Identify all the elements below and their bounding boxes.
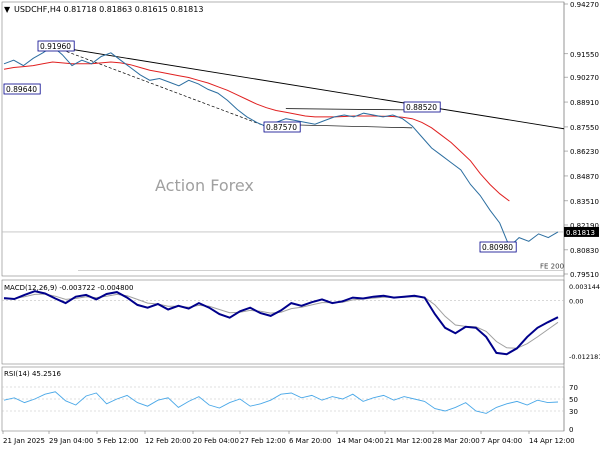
price-annotation-label: 0.88520	[406, 103, 437, 112]
price-y-tick-label: 0.79510	[570, 271, 599, 279]
current-price-label: 0.81813	[566, 229, 595, 237]
macd-y-tick-label: -0.012181	[569, 353, 600, 361]
macd-line	[3, 290, 559, 356]
x-tick-label: 21 Mar 12:00	[385, 437, 432, 445]
rsi-line	[3, 391, 559, 414]
x-axis: 21 Jan 2025 29 Jan 04:00 5 Feb 12:00 12 Feb…	[2, 431, 575, 445]
price-annotation-label: 0.91960	[40, 42, 71, 51]
price-panel-frame	[1, 1, 565, 277]
watermark: Action Forex	[155, 176, 254, 195]
rsi-y-tick-label: 30	[569, 408, 578, 416]
price-y-tick-label: 0.94270	[570, 1, 599, 9]
x-tick-label: 5 Feb 12:00	[97, 437, 138, 445]
macd-y-tick-label: 0.00	[569, 297, 583, 305]
moving-average-line	[3, 61, 510, 202]
price-plot: 0.94270 0.91550 0.90270 0.88910 0.87550 0.862…	[2, 1, 599, 279]
price-y-tick-label: 0.90270	[570, 74, 599, 82]
x-tick-label: 28 Mar 20:00	[433, 437, 480, 445]
x-tick-label: 14 Mar 04:00	[337, 437, 384, 445]
price-y-tick-label: 0.84870	[570, 173, 599, 181]
x-tick-label: 12 Feb 20:00	[145, 437, 191, 445]
x-tick-label: 27 Feb 12:00	[240, 437, 286, 445]
menu-arrow-icon[interactable]: ▼	[4, 5, 11, 14]
x-tick-label: 29 Jan 04:00	[49, 437, 93, 445]
price-annotation-box	[3, 83, 41, 95]
rsi-y-tick-label: 0	[569, 426, 573, 434]
x-tick-label: 6 Mar 20:00	[289, 437, 331, 445]
price-annotation-label: 0.87570	[266, 123, 297, 132]
symbol-header: USDCHF,H4 0.81718 0.81863 0.81615 0.8181…	[14, 5, 203, 14]
price-annotation-label: 0.89640	[6, 85, 37, 94]
x-tick-label: 21 Jan 2025	[3, 437, 45, 445]
x-tick-label: 7 Apr 04:00	[481, 437, 522, 445]
macd-panel-frame	[1, 279, 565, 365]
price-y-tick-label: 0.83510	[570, 198, 599, 206]
fe-200-label: FE 200	[540, 263, 564, 271]
price-y-tick-label: 0.80830	[570, 247, 599, 255]
price-y-tick-label: 0.82190	[570, 222, 599, 230]
rsi-y-tick-label: 70	[569, 384, 578, 392]
macd-signal-line	[3, 293, 559, 349]
price-y-tick-label: 0.88910	[570, 99, 599, 107]
resistance-trendline	[52, 45, 565, 130]
current-price-tag	[564, 226, 599, 237]
price-y-tick-label: 0.86230	[570, 148, 599, 156]
price-y-tick-label: 0.87550	[570, 124, 599, 132]
x-tick-label: 20 Feb 04:00	[193, 437, 239, 445]
price-y-tick-label: 0.91550	[570, 51, 599, 59]
macd-y-tick-label: 0.003144	[569, 283, 600, 291]
rsi-y-tick-label: 50	[569, 396, 578, 404]
x-tick-label: 14 Apr 12:00	[529, 437, 575, 445]
range-top-line	[285, 108, 413, 111]
price-annotation-box	[479, 241, 517, 253]
channel-dashed-line	[52, 45, 267, 127]
macd-title: MACD(12,26,9) -0.003722 -0.004800	[4, 284, 133, 292]
price-annotation-box	[263, 121, 301, 133]
rsi-plot: 70 50 30 0 RSI(14) 45.2516	[2, 370, 578, 434]
price-annotation-label: 0.80980	[482, 243, 513, 252]
price-annotation-box	[403, 101, 441, 113]
rsi-title: RSI(14) 45.2516	[4, 370, 61, 378]
macd-plot: 0.003144 0.00 -0.012181 MACD(12,26,9) -0.00…	[2, 283, 600, 361]
price-line	[3, 45, 559, 248]
price-annotation-box	[37, 40, 75, 52]
